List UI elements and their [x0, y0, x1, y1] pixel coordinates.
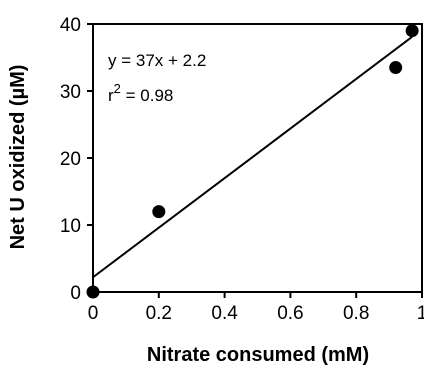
data-point — [405, 24, 419, 38]
regression-line — [92, 35, 413, 279]
y-tick-label: 20 — [60, 149, 81, 170]
r-squared-value: = 0.98 — [121, 86, 173, 105]
data-points — [86, 24, 419, 299]
x-tick-label: 0.8 — [343, 303, 369, 324]
data-point — [152, 205, 166, 219]
x-tick-label: 0 — [88, 303, 99, 324]
data-point — [389, 61, 403, 75]
x-axis-title: Nitrate consumed (mM) — [147, 344, 369, 366]
r-squared-base: r — [108, 86, 114, 105]
r-squared-annotation: r2 = 0.98 — [108, 81, 173, 105]
y-tick-label: 30 — [60, 82, 81, 103]
regression-equation: y = 37x + 2.2 — [108, 51, 206, 70]
x-tick-label: 0.6 — [277, 303, 303, 324]
y-axis-title: Net U oxidized (µM) — [7, 65, 29, 250]
y-tick-label: 10 — [60, 216, 81, 237]
y-axis: 0 10 20 30 40 — [60, 15, 93, 304]
y-tick-label: 0 — [70, 283, 81, 304]
x-tick-label: 1 — [417, 303, 424, 324]
y-tick-label: 40 — [60, 15, 81, 36]
x-tick-label: 0.2 — [146, 303, 172, 324]
x-axis: 0 0.2 0.4 0.6 0.8 1 — [88, 292, 424, 324]
x-tick-label: 0.4 — [211, 303, 238, 324]
r-squared-superscript: 2 — [114, 81, 121, 96]
data-point — [86, 285, 100, 299]
